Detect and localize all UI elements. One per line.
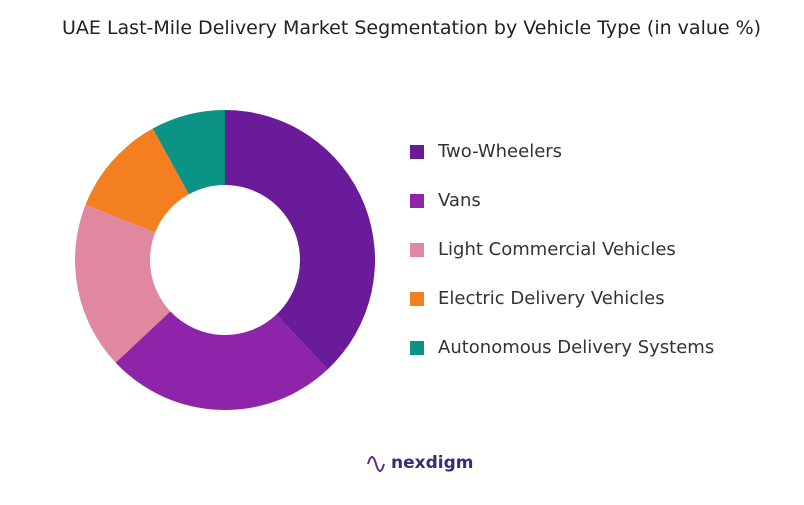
slice: [225, 110, 376, 370]
chart-title: UAE Last-Mile Delivery Market Segmentati…: [62, 17, 762, 39]
legend-label: Light Commercial Vehicles: [438, 239, 676, 260]
legend-label: Two-Wheelers: [437, 141, 562, 162]
legend-swatch: [410, 194, 424, 208]
slice: [152, 110, 225, 195]
slice: [85, 128, 189, 233]
legend-swatch: [410, 145, 424, 159]
logo-icon: [367, 456, 385, 472]
slice: [115, 311, 328, 410]
legend-swatch: [410, 243, 424, 257]
legend-swatch: [410, 341, 424, 355]
legend-swatch: [410, 292, 424, 306]
legend-label: Electric Delivery Vehicles: [438, 288, 665, 309]
watermark: nexdigm: [391, 453, 473, 473]
slice: [74, 204, 171, 363]
legend-label: Autonomous Delivery Systems: [438, 337, 714, 358]
legend-label: Vans: [438, 190, 481, 211]
